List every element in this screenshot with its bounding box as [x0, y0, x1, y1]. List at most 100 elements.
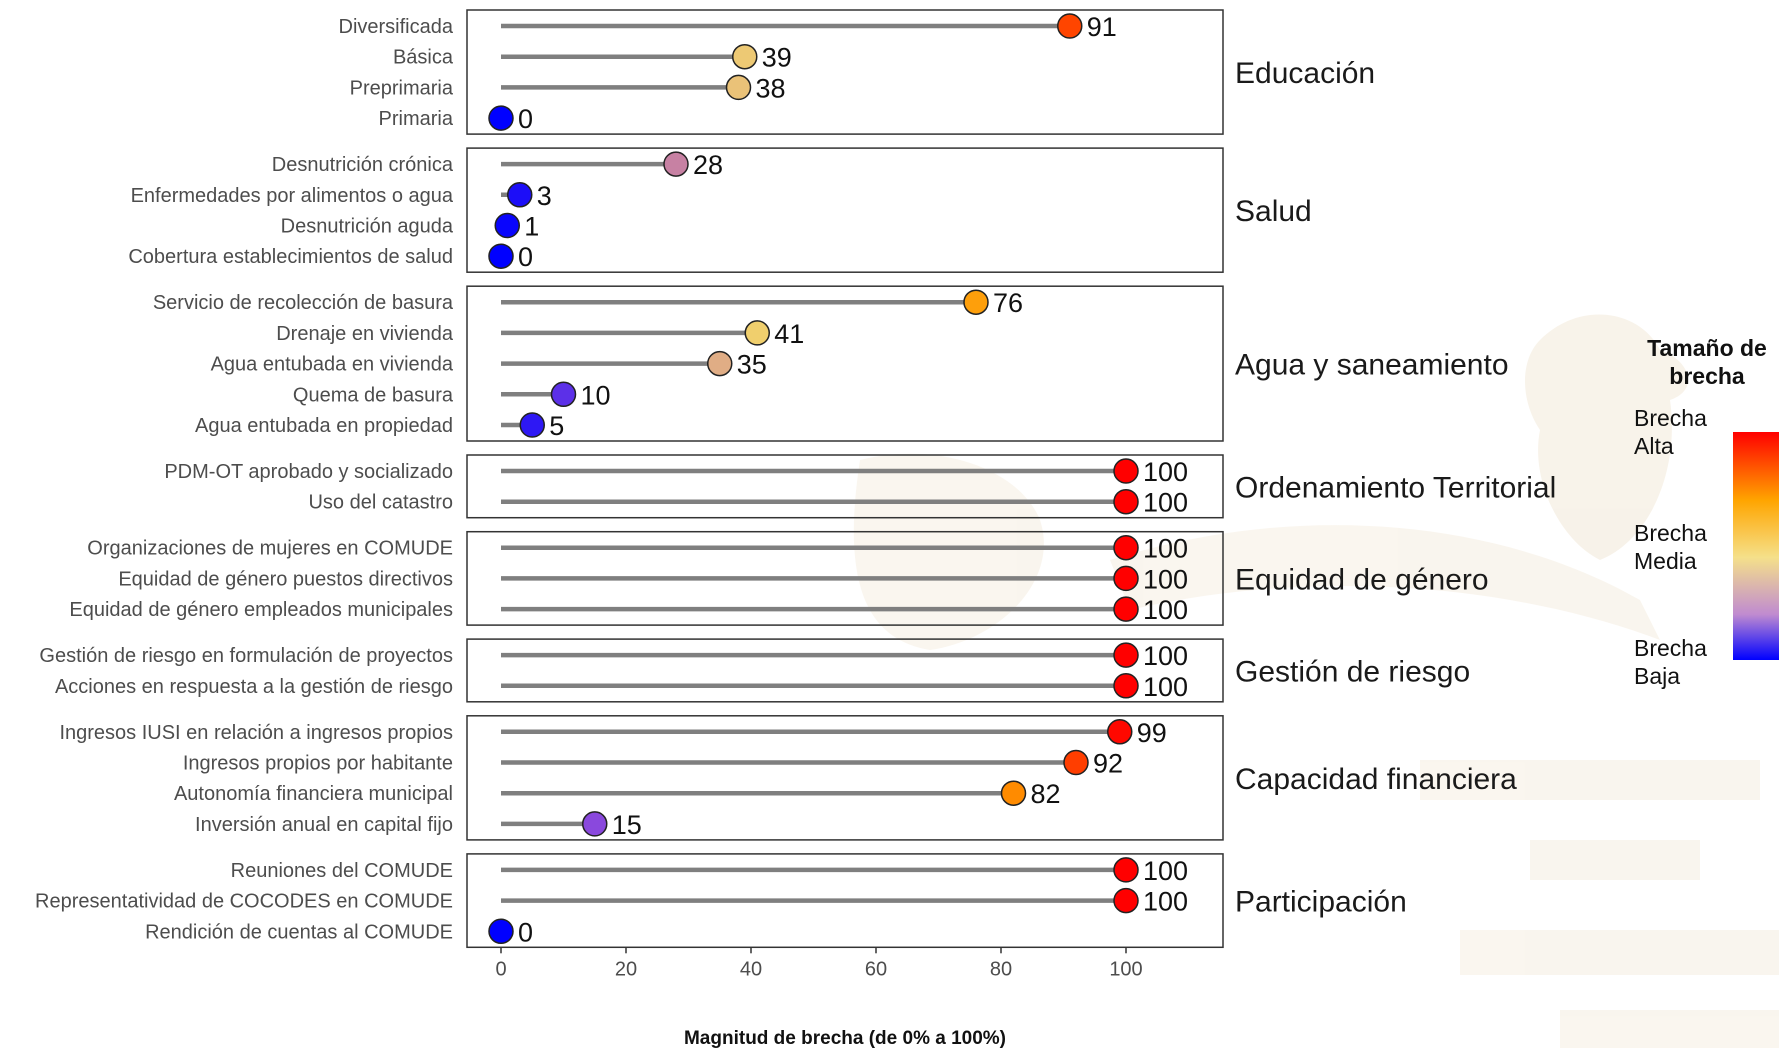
category-label: Ingresos IUSI en relación a ingresos pro…: [59, 722, 453, 744]
facet-3: PDM-OT aprobado y socializado 100 Uso del …: [164, 454, 1556, 519]
facet-2: Servicio de recolección de basura 76 Drena…: [153, 285, 1509, 442]
category-label: Desnutrición crónica: [272, 154, 454, 176]
lollipop-point: [1107, 719, 1133, 745]
lollipop-point: [1113, 642, 1139, 668]
facet-label: Ordenamiento Territorial: [1235, 471, 1556, 504]
facet-label: Participación: [1235, 886, 1407, 919]
category-label: Cobertura establecimientos de salud: [128, 246, 453, 268]
lollipop-point: [732, 43, 758, 70]
data-label: 100: [1143, 887, 1188, 917]
lollipop-point: [1113, 887, 1139, 914]
lollipop-point: [519, 412, 545, 438]
category-label: Representatividad de COCODES en COMUDE: [35, 891, 453, 913]
category-label: Agua entubada en vivienda: [211, 354, 454, 376]
facet-panel: [466, 454, 1224, 519]
lollipop-point: [963, 289, 989, 315]
facet-6: Ingresos IUSI en relación a ingresos pro…: [59, 715, 1517, 841]
data-label: 5: [549, 411, 564, 441]
data-label: 100: [1143, 488, 1188, 518]
lollipop-point: [1113, 534, 1139, 561]
facet-0: Diversificada 91 Básica 39 Preprimaria 38 Prim…: [339, 9, 1375, 135]
data-label: 39: [762, 43, 792, 73]
facet-label: Capacidad financiera: [1235, 763, 1517, 796]
facet-panel: [466, 9, 1224, 135]
lollipop-point: [744, 320, 770, 346]
data-label: 100: [1143, 641, 1188, 671]
facet-label: Gestión de riesgo: [1235, 655, 1470, 688]
facet-5: Gestión de riesgo en formulación de proy…: [39, 638, 1470, 703]
facet-panel: [466, 853, 1224, 949]
category-label: Primaria: [379, 108, 454, 130]
lollipop-point: [494, 212, 520, 239]
data-label: 92: [1093, 749, 1123, 779]
category-label: Enfermedades por alimentos o agua: [131, 185, 454, 207]
data-label: 15: [612, 810, 642, 840]
legend-label: Brecha: [1634, 520, 1707, 546]
data-label: 99: [1137, 718, 1167, 748]
lollipop-point: [507, 182, 533, 208]
category-label: Rendición de cuentas al COMUDE: [145, 921, 453, 943]
data-label: 35: [737, 350, 767, 380]
lollipop-point: [663, 151, 689, 177]
data-label: 3: [537, 181, 552, 211]
legend-label: Media: [1634, 548, 1697, 574]
category-label: Reuniones del COMUDE: [231, 860, 453, 882]
data-label: 0: [518, 242, 533, 272]
facet-panel: [466, 638, 1224, 703]
facet-label: Salud: [1235, 195, 1312, 228]
category-label: Equidad de género empleados municipales: [69, 599, 453, 621]
lollipop-point: [1113, 565, 1139, 592]
category-label: Preprimaria: [350, 77, 454, 99]
facet-panel: [466, 715, 1224, 841]
x-axis-title: Magnitud de brecha (de 0% a 100%): [684, 1028, 1006, 1048]
lollipop-point: [550, 381, 577, 408]
data-label: 10: [581, 380, 611, 410]
category-label: Diversificada: [339, 16, 454, 38]
legend-label: Brecha: [1634, 635, 1707, 661]
lollipop-point: [1113, 458, 1139, 484]
data-label: 41: [774, 319, 804, 349]
data-label: 91: [1087, 12, 1117, 42]
category-label: Autonomía financiera municipal: [174, 783, 453, 805]
data-label: 38: [756, 73, 786, 103]
facet-panel: [466, 147, 1224, 273]
lollipop-point: [488, 243, 514, 269]
lollipop-point: [1000, 780, 1027, 806]
category-label: Organizaciones de mujeres en COMUDE: [87, 538, 453, 560]
category-label: Básica: [393, 47, 454, 69]
lollipop-point: [725, 74, 752, 101]
lollipop-point: [582, 811, 608, 837]
facet-7: Reuniones del COMUDE 100 Representatividad…: [35, 853, 1407, 949]
legend-label: Baja: [1634, 663, 1680, 689]
data-label: 0: [518, 917, 533, 947]
lollipop-point: [488, 105, 514, 131]
category-label: Agua entubada en propiedad: [195, 415, 453, 437]
x-tick-label: 100: [1109, 958, 1142, 980]
lollipop-point: [1057, 13, 1083, 39]
category-label: Servicio de recolección de basura: [153, 292, 454, 314]
category-label: Drenaje en vivienda: [276, 323, 454, 345]
data-label: 100: [1143, 856, 1188, 886]
facet-1: Desnutrición crónica 28 Enfermedades por a…: [128, 147, 1312, 273]
x-tick-label: 20: [615, 958, 637, 980]
category-label: Acciones en respuesta a la gestión de ri…: [55, 676, 453, 698]
category-label: Gestión de riesgo en formulación de proy…: [39, 645, 453, 667]
category-label: Uso del catastro: [308, 492, 453, 514]
data-label: 100: [1143, 564, 1188, 594]
x-tick-label: 40: [740, 958, 762, 980]
x-tick-label: 0: [495, 958, 506, 980]
data-label: 100: [1143, 457, 1188, 487]
data-label: 28: [693, 150, 723, 180]
category-label: Ingresos propios por habitante: [183, 753, 453, 775]
x-tick-label: 60: [865, 958, 887, 980]
data-label: 1: [524, 212, 539, 242]
lollipop-point: [1113, 673, 1139, 699]
legend: Tamaño debrechaBrechaAltaBrechaMediaBrec…: [1634, 335, 1779, 689]
data-label: 100: [1143, 595, 1188, 625]
lollipop-point: [707, 350, 733, 377]
data-label: 100: [1143, 672, 1188, 702]
facet-label: Agua y saneamiento: [1235, 349, 1509, 382]
lollipop-point: [488, 918, 514, 945]
category-label: Inversión anual en capital fijo: [195, 814, 453, 836]
